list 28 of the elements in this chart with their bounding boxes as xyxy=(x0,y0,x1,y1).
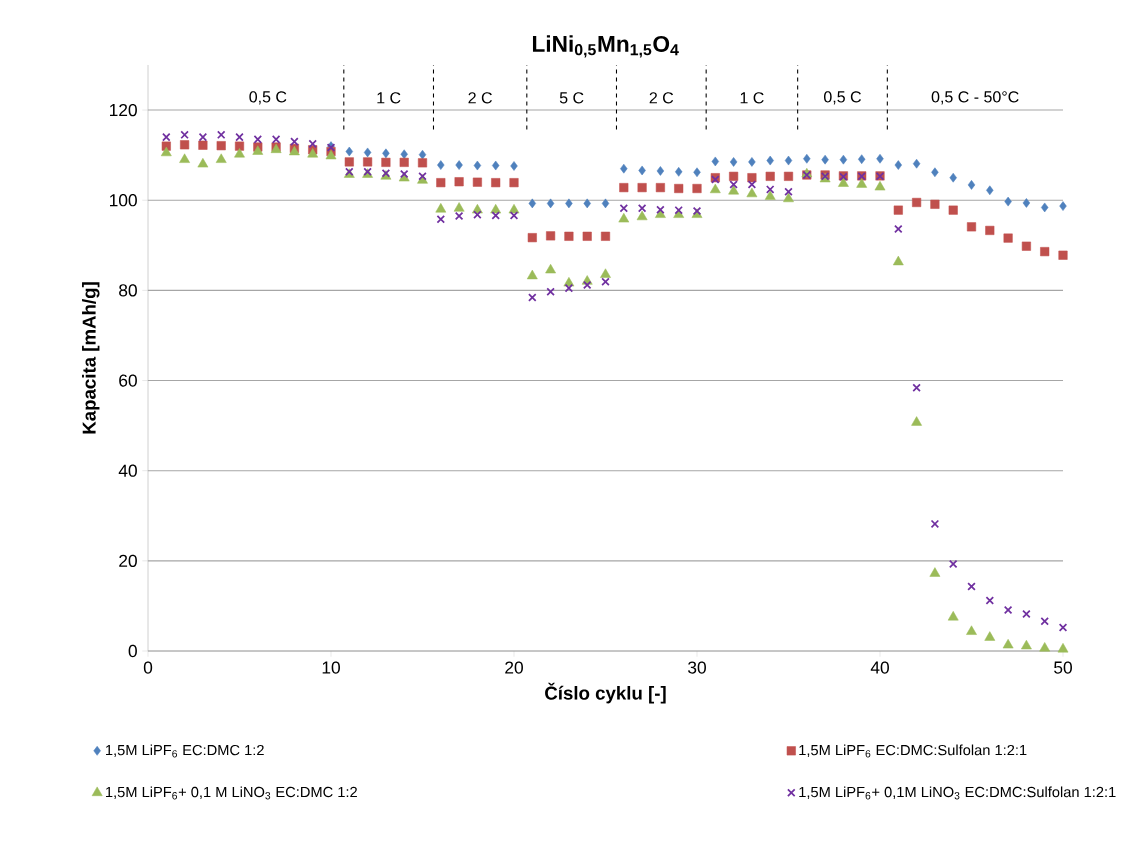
legend-label: 1,5M LiPF$_{6}$+ 0,1 M LiNO$_{3}$ EC:DMC 1:2 xyxy=(106,786,357,800)
x-axis-title: Číslo cyklu [-] xyxy=(545,682,666,704)
annotation: 2 C xyxy=(649,92,674,104)
annotation: 0,5 C xyxy=(824,91,861,105)
annotation: 0,5 C xyxy=(249,91,287,105)
x-tick-label: 50 xyxy=(1054,661,1072,674)
annotation: 2 C xyxy=(468,92,492,104)
annotation: 0,5 C - 50°C xyxy=(931,91,1019,105)
annotation: 1 C xyxy=(740,92,764,104)
y-tick-label: 80 xyxy=(119,284,137,297)
x-tick-label: 20 xyxy=(505,661,523,674)
y-tick-label: 0 xyxy=(128,644,137,658)
x-tick-label: 30 xyxy=(688,661,706,674)
legend-label: 1,5M LiPF$_{6}$+ 0,1M LiNO$_{3}$ EC:DMC:Sulfolan 1:2:1 xyxy=(799,786,1116,800)
legend-label: 1,5M LiPF$_{6}$ EC:DMC:Sulfolan 1:2:1 xyxy=(799,744,1027,758)
annotation: 5 C xyxy=(559,92,584,104)
x-tick-label: 0 xyxy=(143,661,153,674)
y-axis-title: Kapacita [mAh/g] xyxy=(82,282,100,434)
annotation: 1 C xyxy=(377,92,401,104)
y-tick-label: 20 xyxy=(119,554,137,567)
x-tick-label: 10 xyxy=(322,661,340,674)
y-tick-label: 120 xyxy=(110,103,137,117)
x-tick-label: 40 xyxy=(870,661,889,674)
chart-title: LiNi$_{0,5}$Mn$_{1,5}$O$_{4}$ xyxy=(532,35,679,58)
legend-label: 1,5M LiPF$_{6}$ EC:DMC 1:2 xyxy=(106,744,264,758)
y-tick-label: 100 xyxy=(110,194,137,207)
y-tick-label: 60 xyxy=(119,374,137,387)
y-tick-label: 40 xyxy=(118,464,137,477)
